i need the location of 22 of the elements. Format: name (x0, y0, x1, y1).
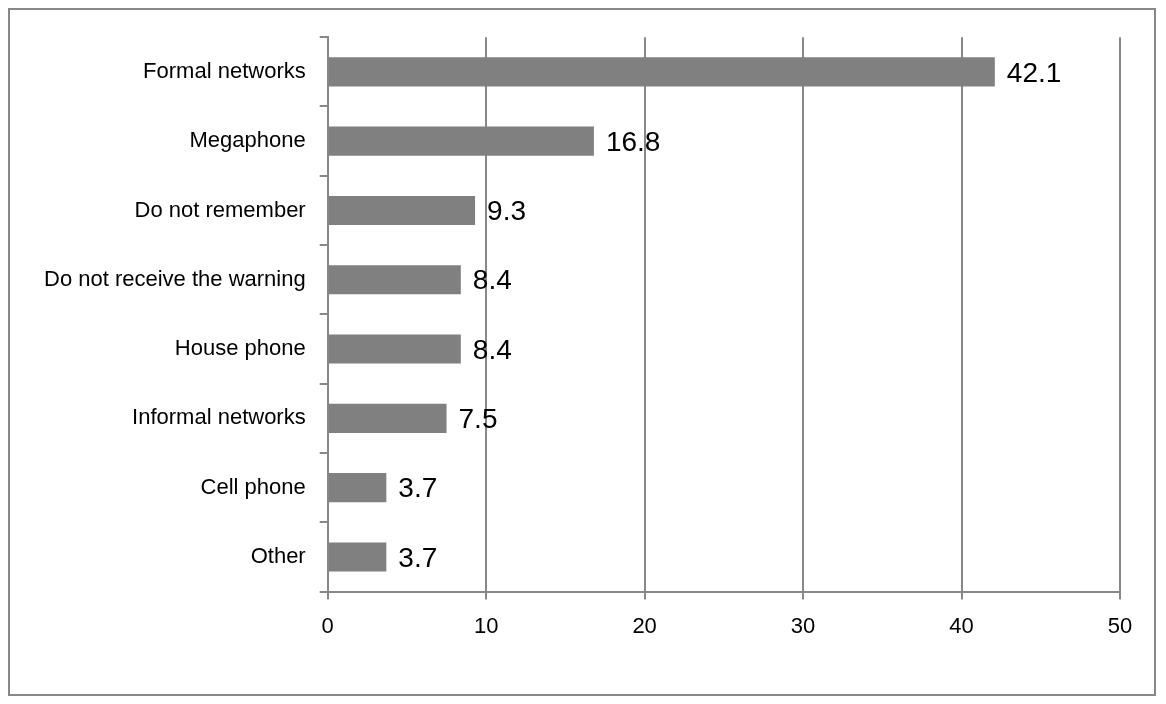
y-tick-label: House phone (174, 335, 306, 361)
y-tick-label: Other (250, 543, 306, 569)
data-label: 8.4 (472, 264, 512, 296)
x-tick-label: 50 (1107, 612, 1133, 638)
y-tick-label: Do not receive the warning (44, 265, 306, 291)
data-label: 9.3 (487, 195, 527, 227)
x-tick-label: 0 (321, 612, 334, 638)
data-label: 42.1 (1006, 56, 1062, 88)
data-label: 3.7 (398, 541, 438, 573)
x-tick-label: 40 (949, 612, 974, 638)
y-tick-label: Megaphone (189, 127, 306, 153)
x-tick-label: 20 (632, 612, 657, 638)
data-label: 3.7 (398, 472, 438, 504)
y-tick-label: Cell phone (200, 473, 306, 499)
x-tick-label: 10 (473, 612, 499, 638)
data-label: 16.8 (605, 125, 661, 157)
x-tick-label: 30 (790, 612, 816, 638)
data-label: 7.5 (458, 403, 498, 435)
y-tick-label: Informal networks (132, 404, 306, 430)
data-label: 8.4 (472, 333, 512, 365)
y-tick-label: Do not remember (134, 196, 306, 222)
y-tick-label: Formal networks (143, 57, 306, 83)
